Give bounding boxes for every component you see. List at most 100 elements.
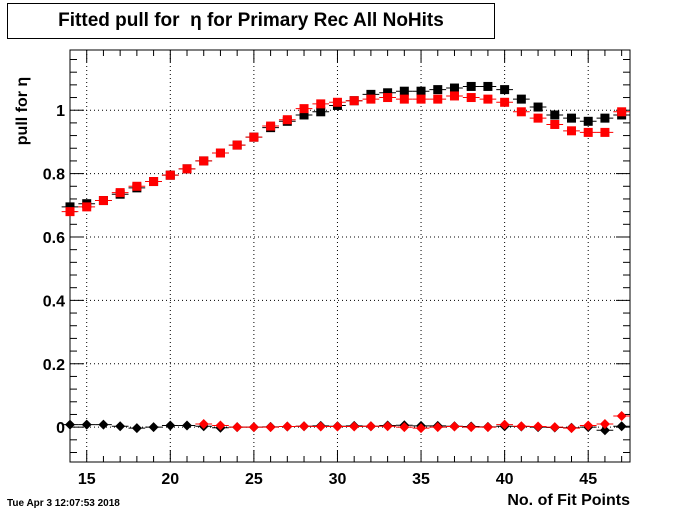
- data-point-square: [399, 86, 409, 96]
- data-point-diamond: [115, 421, 126, 432]
- data-point-square: [533, 102, 543, 112]
- data-point-square: [433, 85, 443, 95]
- data-point-square: [182, 164, 192, 174]
- x-tick-label: 15: [78, 471, 96, 488]
- data-point-diamond: [382, 421, 393, 432]
- data-point-square: [366, 94, 376, 104]
- data-point-square: [383, 88, 393, 98]
- data-point-square: [466, 93, 476, 103]
- data-point-square: [566, 126, 576, 136]
- data-point-square: [98, 196, 108, 206]
- x-axis-label: No. of Fit Points: [507, 492, 630, 509]
- data-point-diamond: [449, 421, 460, 432]
- data-point-diamond: [583, 420, 594, 431]
- axis-layer: 15 20 25 30 35 40 45 0 0.2 0.4 0.6 0.8 1: [43, 50, 630, 488]
- data-point-square: [583, 127, 593, 137]
- data-point-diamond: [299, 421, 310, 432]
- y-tick-label: 0.8: [43, 167, 65, 184]
- data-point-square: [115, 188, 125, 198]
- data-point-square: [132, 181, 142, 191]
- data-point-diamond: [131, 423, 142, 434]
- data-point-diamond: [282, 421, 293, 432]
- data-point-square: [416, 86, 426, 96]
- data-point-diamond: [248, 422, 259, 433]
- data-point-square: [416, 94, 426, 104]
- data-point-square: [232, 140, 242, 150]
- data-point-diamond: [232, 422, 243, 433]
- data-point-diamond: [148, 422, 159, 433]
- data-point-diamond: [466, 422, 477, 433]
- data-point-square: [65, 207, 75, 217]
- plot-frame: [69, 49, 631, 463]
- data-point-square: [299, 104, 309, 114]
- data-point-square: [449, 83, 459, 93]
- data-point-square: [516, 94, 526, 104]
- data-point-square: [366, 89, 376, 99]
- data-point-diamond: [616, 421, 627, 432]
- chart-title-box: Fitted pull for η for Primary Rec All No…: [7, 3, 495, 39]
- y-tick-label: 0.2: [43, 357, 65, 374]
- data-point-diamond: [482, 422, 493, 433]
- data-point-square: [316, 99, 326, 109]
- data-point-square: [282, 115, 292, 125]
- data-point-diamond: [332, 421, 343, 432]
- data-point-diamond: [599, 425, 610, 436]
- data-point-square: [399, 94, 409, 104]
- data-point-diamond: [182, 420, 193, 431]
- data-point-square: [516, 107, 526, 117]
- data-point-square: [583, 116, 593, 126]
- data-point-diamond: [165, 420, 176, 431]
- data-point-square: [82, 202, 92, 212]
- data-point-square: [483, 94, 493, 104]
- data-point-diamond: [499, 419, 510, 430]
- data-point-diamond: [516, 421, 527, 432]
- data-point-square: [433, 94, 443, 104]
- data-point-diamond: [549, 422, 560, 433]
- data-point-square: [500, 97, 510, 107]
- data-point-diamond: [215, 420, 226, 431]
- data-point-diamond: [533, 421, 544, 432]
- data-point-diamond: [198, 418, 209, 429]
- data-point-diamond: [365, 421, 376, 432]
- data-point-diamond: [432, 422, 443, 433]
- data-point-square: [550, 110, 560, 120]
- series-1: [61, 91, 630, 217]
- data-point-diamond: [349, 421, 360, 432]
- data-point-diamond: [399, 422, 410, 433]
- data-point-square: [215, 148, 225, 158]
- data-point-square: [299, 110, 309, 120]
- y-tick-label: 1: [56, 103, 65, 120]
- data-point-square: [449, 91, 459, 101]
- x-tick-label: 25: [245, 471, 263, 488]
- timestamp: Tue Apr 3 12:07:53 2018: [7, 498, 120, 509]
- data-point-square: [600, 127, 610, 137]
- data-point-square: [600, 113, 610, 123]
- y-tick-label: 0: [56, 420, 65, 437]
- data-point-square: [165, 170, 175, 180]
- series-layer: [61, 81, 630, 436]
- data-point-square: [617, 107, 627, 117]
- x-tick-label: 45: [579, 471, 597, 488]
- data-point-square: [550, 119, 560, 129]
- data-point-square: [266, 121, 276, 131]
- data-point-square: [483, 81, 493, 91]
- data-point-square: [466, 81, 476, 91]
- x-tick-label: 30: [329, 471, 347, 488]
- data-point-square: [65, 202, 75, 212]
- series-3: [195, 411, 630, 434]
- data-point-square: [349, 96, 359, 106]
- data-point-square: [383, 93, 393, 103]
- data-point-diamond: [98, 419, 109, 430]
- data-point-square: [199, 156, 209, 166]
- y-tick-label: 0.6: [43, 230, 65, 247]
- data-point-diamond: [81, 419, 92, 430]
- data-point-square: [533, 113, 543, 123]
- data-point-diamond: [616, 411, 627, 422]
- data-point-diamond: [65, 419, 75, 430]
- chart-title: Fitted pull for η for Primary Rec All No…: [58, 10, 444, 31]
- y-tick-label: 0.4: [43, 293, 65, 310]
- data-point-square: [500, 85, 510, 95]
- x-tick-label: 35: [412, 471, 430, 488]
- data-point-diamond: [265, 422, 276, 433]
